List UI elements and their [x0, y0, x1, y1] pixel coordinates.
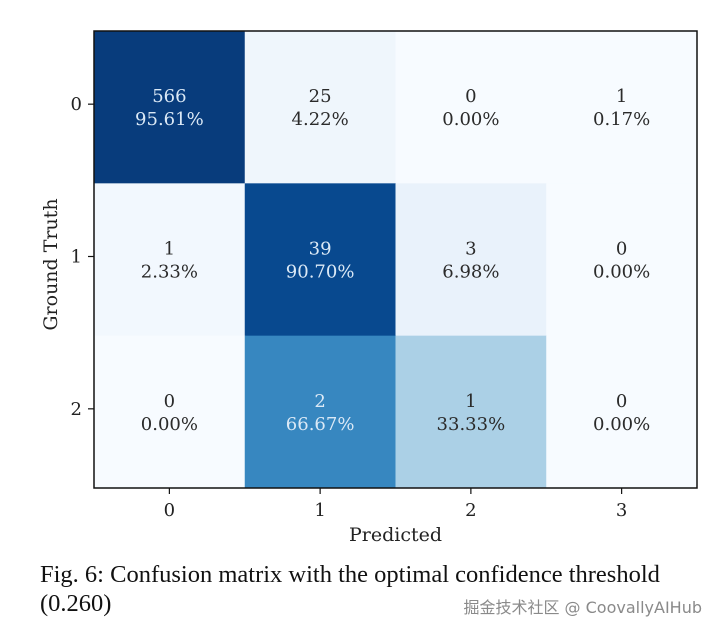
heatmap-cell-r0-c0 [94, 31, 246, 184]
cell-count-r0-c2: 0 [465, 86, 476, 107]
cell-count-r2-c1: 2 [314, 391, 325, 412]
cell-percent-r1-c0: 2.33% [141, 262, 198, 283]
heatmap-cell-r1-c2 [395, 183, 547, 337]
x-tick-label-3: 3 [616, 500, 627, 521]
x-axis-ticks: 0 1 2 3 [164, 488, 627, 521]
cell-count-r1-c1: 39 [309, 239, 332, 260]
heatmap-cell-r2-c2 [395, 335, 547, 489]
y-axis-label: Ground Truth [40, 198, 62, 330]
y-tick-label-0: 0 [71, 94, 82, 115]
confusion-matrix-chart: 56695.61%254.22%00.00%10.17%12.33%3990.7… [40, 30, 698, 546]
heatmap-cells [94, 31, 698, 489]
cell-count-r0-c1: 25 [309, 86, 332, 107]
cell-count-r1-c3: 0 [616, 239, 627, 260]
heatmap-cell-r1-c0 [94, 183, 246, 337]
y-axis-ticks: 0 1 2 [71, 94, 94, 420]
cell-percent-r0-c2: 0.00% [442, 109, 499, 130]
cell-percent-r0-c1: 4.22% [292, 109, 349, 130]
cell-labels: 56695.61%254.22%00.00%10.17%12.33%3990.7… [135, 86, 650, 435]
heatmap-cell-r2-c3 [546, 335, 698, 489]
cell-percent-r2-c0: 0.00% [141, 414, 198, 435]
cell-percent-r2-c2: 33.33% [437, 414, 506, 435]
x-tick-label-0: 0 [164, 500, 175, 521]
x-tick-label-1: 1 [314, 500, 325, 521]
cell-count-r0-c3: 1 [616, 86, 627, 107]
cell-count-r2-c0: 0 [164, 391, 175, 412]
y-tick-label-1: 1 [71, 247, 82, 268]
plot-frame [93, 30, 698, 489]
cell-count-r2-c3: 0 [616, 391, 627, 412]
cell-count-r1-c2: 3 [465, 239, 476, 260]
cell-count-r2-c2: 1 [465, 391, 476, 412]
cell-percent-r1-c2: 6.98% [442, 262, 499, 283]
y-tick-label-2: 2 [71, 399, 82, 420]
cell-percent-r1-c1: 90.70% [286, 262, 355, 283]
heatmap-cell-r0-c1 [244, 31, 396, 184]
cell-count-r0-c0: 566 [152, 86, 186, 107]
heatmap-cell-r0-c3 [546, 31, 698, 184]
heatmap-cell-r2-c1 [244, 335, 396, 489]
cell-count-r1-c0: 1 [164, 239, 175, 260]
cell-percent-r0-c0: 95.61% [135, 109, 204, 130]
heatmap-cell-r1-c1 [244, 183, 396, 337]
cell-percent-r0-c3: 0.17% [593, 109, 650, 130]
cell-percent-r2-c3: 0.00% [593, 414, 650, 435]
heatmap-cell-r0-c2 [395, 31, 547, 184]
watermark: 掘金技术社区 @ CoovallyAIHub [463, 598, 702, 617]
heatmap-cell-r2-c0 [94, 335, 246, 489]
figure-caption: Fig. 6: Confusion matrix with the optima… [40, 561, 660, 617]
heatmap-cell-r1-c3 [546, 183, 698, 337]
cell-percent-r2-c1: 66.67% [286, 414, 355, 435]
x-axis-label: Predicted [349, 524, 442, 546]
x-tick-label-2: 2 [465, 500, 476, 521]
cell-percent-r1-c3: 0.00% [593, 262, 650, 283]
